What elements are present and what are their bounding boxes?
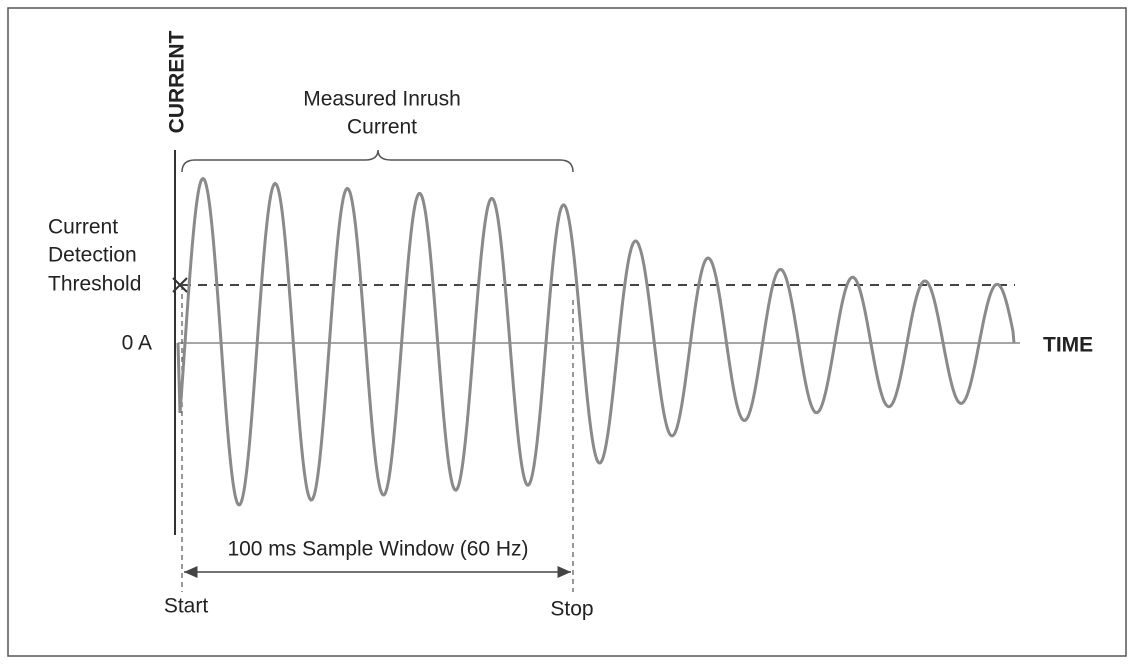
start-label: Start xyxy=(164,595,209,618)
threshold-label: Detection xyxy=(48,244,137,267)
brace xyxy=(181,149,574,173)
waveform xyxy=(176,176,1016,507)
measured-label: Current xyxy=(347,116,417,139)
window-label: 100 ms Sample Window (60 Hz) xyxy=(227,538,528,561)
y-axis-label: CURRENT xyxy=(166,31,189,134)
stop-label: Stop xyxy=(550,598,593,621)
measured-label: Measured Inrush xyxy=(303,88,461,111)
threshold-label: Current xyxy=(48,216,118,239)
zero-label: 0 A xyxy=(122,332,152,355)
detection-mark xyxy=(172,277,188,293)
x-axis-label: TIME xyxy=(1043,334,1093,357)
threshold-label: Threshold xyxy=(48,273,141,296)
